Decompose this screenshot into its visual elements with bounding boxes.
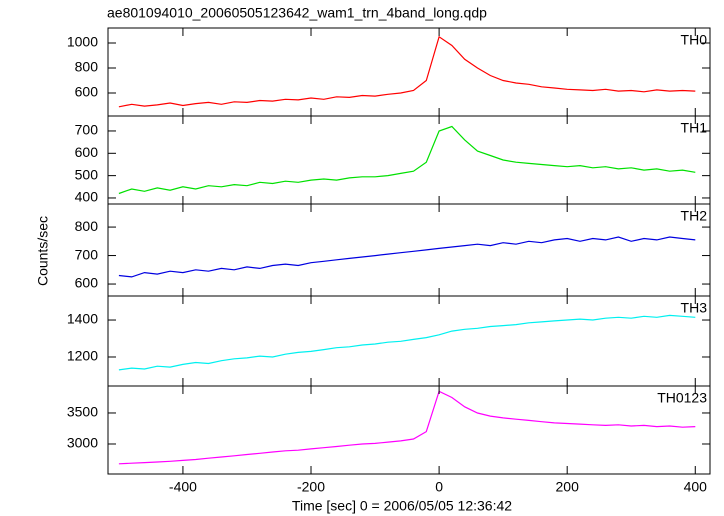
chart-title: ae801094010_20060505123642_wam1_trn_4ban…: [107, 5, 487, 21]
light-curve: [118, 236, 696, 278]
x-tick-label: -200: [297, 479, 325, 495]
x-tick-label: 0: [435, 479, 443, 495]
y-tick-label: 1200: [67, 348, 98, 364]
series-label: TH2: [681, 208, 708, 224]
light-curve: [118, 35, 696, 108]
y-tick-label: 600: [75, 144, 99, 160]
panel-frame: [107, 203, 711, 297]
y-tick-label: 700: [75, 246, 99, 262]
series-label: TH1: [681, 120, 708, 136]
series-label: TH3: [681, 300, 708, 316]
y-tick-label: 500: [75, 166, 99, 182]
y-tick-label: 1400: [67, 311, 98, 327]
y-tick-label: 700: [75, 122, 99, 138]
y-tick-label: 600: [75, 84, 99, 100]
y-axis-label: Counts/sec: [35, 216, 51, 286]
x-tick-label: 200: [556, 479, 580, 495]
y-tick-label: 800: [75, 218, 99, 234]
x-tick-label: -400: [169, 479, 197, 495]
series-label: TH0123: [657, 390, 707, 406]
light-curve: [118, 314, 696, 371]
y-tick-label: 600: [75, 275, 99, 291]
panel-frame: [107, 295, 711, 387]
series-label: TH0: [681, 32, 708, 48]
panel-frame: [107, 385, 711, 475]
light-curve: [118, 390, 696, 465]
y-tick-label: 3500: [67, 404, 98, 420]
y-tick-label: 3000: [67, 435, 98, 451]
x-tick-label: 400: [684, 479, 708, 495]
y-tick-label: 800: [75, 59, 99, 75]
panel-frame: [107, 115, 711, 205]
y-tick-label: 1000: [67, 34, 98, 50]
y-tick-label: 400: [75, 189, 99, 205]
light-curve: [118, 125, 696, 195]
x-axis-label: Time [sec] 0 = 2006/05/05 12:36:42: [292, 498, 512, 514]
